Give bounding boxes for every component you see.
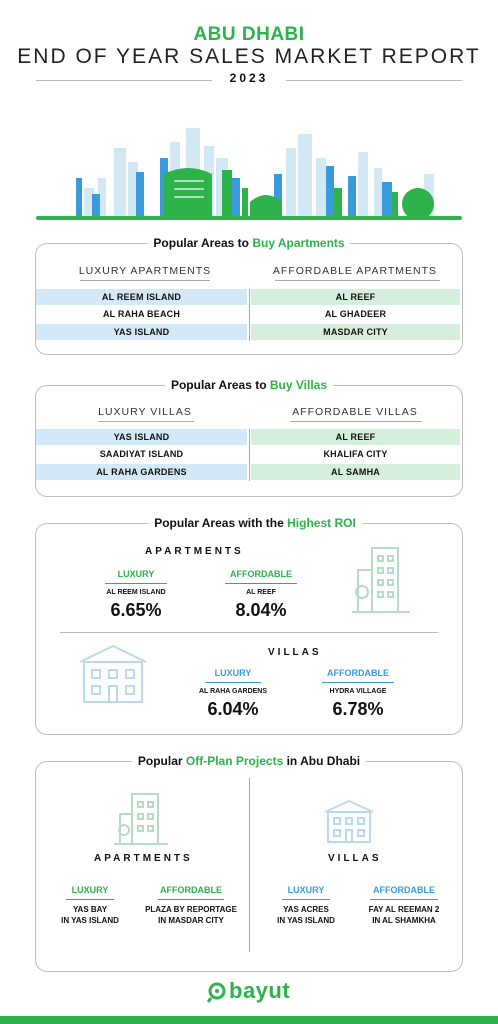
affordable-apartments-underline <box>275 280 440 281</box>
apartment-building-icon <box>114 793 168 845</box>
roi-villas-label: VILLAS <box>268 647 322 658</box>
luxury-villas-underline <box>98 421 194 422</box>
panel-off-plan-title: Popular Off-Plan Projects in Abu Dhabi <box>131 754 367 768</box>
roi-apt-luxury-tag: LUXURY <box>117 569 155 579</box>
header-title: END OF YEAR SALES MARKET REPORT <box>17 45 481 68</box>
list-item: AL REEF <box>251 289 460 305</box>
skyline-illustration <box>36 128 462 220</box>
list-item: AL GHADEER <box>324 309 387 319</box>
roi-villa-affordable-area: HYDRA VILLAGE <box>329 688 387 695</box>
off-plan-villa-affordable-underline <box>370 899 438 900</box>
header-divider-left <box>36 80 212 81</box>
roi-apt-luxury-value: 6.65% <box>110 600 162 620</box>
off-plan-apt-luxury-project: YAS BAY IN YAS ISLAND <box>61 905 119 925</box>
list-item: YAS ISLAND <box>36 429 247 445</box>
roi-apartments-label: APARTMENTS <box>145 546 244 557</box>
roi-apt-affordable-value: 8.04% <box>235 600 287 620</box>
list-item: AL SAMHA <box>251 464 460 480</box>
off-plan-villa-luxury-tag: LUXURY <box>287 885 325 895</box>
roi-villa-affordable-tag: AFFORDABLE <box>327 668 389 678</box>
roi-divider <box>60 632 438 633</box>
affordable-villas-header: AFFORDABLE VILLAS <box>292 406 418 418</box>
list-item: MASDAR CITY <box>251 324 460 340</box>
luxury-apartments-underline <box>80 280 210 281</box>
off-plan-villa-luxury-project: YAS ACRES IN YAS ISLAND <box>277 905 335 925</box>
villa-house-icon <box>79 644 147 703</box>
off-plan-apt-affordable-tag: AFFORDABLE <box>160 885 222 895</box>
off-plan-divider <box>249 778 250 952</box>
roi-apt-affordable-tag: AFFORDABLE <box>230 569 292 579</box>
roi-apt-affordable-area: AL REEF <box>246 589 276 596</box>
roi-villa-affordable-value: 6.78% <box>332 699 384 719</box>
list-item: SAADIYAT ISLAND <box>99 449 184 459</box>
panel-divider <box>249 429 250 481</box>
panel-highest-roi-title: Popular Areas with the Highest ROI <box>148 516 362 530</box>
off-plan-villa-affordable-project: FAY AL REEMAN 2 IN AL SHAMKHA <box>368 905 440 925</box>
off-plan-villas-label: VILLAS <box>328 853 382 864</box>
roi-apt-luxury-area: AL REEM ISLAND <box>106 589 166 596</box>
luxury-apartments-header: LUXURY APARTMENTS <box>78 265 212 277</box>
roi-villa-affordable-underline <box>322 682 394 683</box>
panel-divider <box>249 289 250 341</box>
list-item: AL RAHA BEACH <box>102 309 181 319</box>
off-plan-apt-affordable-project: PLAZA BY REPORTAGE IN MASDAR CITY <box>145 905 237 925</box>
list-item: AL REEF <box>251 429 460 445</box>
apartment-building-icon <box>352 547 410 613</box>
list-item: YAS ISLAND <box>36 324 247 340</box>
villa-house-icon <box>324 799 374 843</box>
roi-apt-luxury-underline <box>105 583 167 584</box>
list-item: AL RAHA GARDENS <box>36 464 247 480</box>
bayut-logo-text: bayut <box>229 978 291 1003</box>
off-plan-apt-luxury-tag: LUXURY <box>71 885 109 895</box>
roi-villa-luxury-area: AL RAHA GARDENS <box>198 688 268 695</box>
roi-villa-luxury-underline <box>205 682 261 683</box>
roi-villa-luxury-tag: LUXURY <box>214 668 252 678</box>
panel-buy-apartments-title: Popular Areas to Buy Apartments <box>147 236 351 250</box>
off-plan-villa-luxury-underline <box>282 899 330 900</box>
off-plan-apartments-label: APARTMENTS <box>94 853 193 864</box>
luxury-villas-header: LUXURY VILLAS <box>98 406 192 418</box>
roi-villa-luxury-value: 6.04% <box>207 699 259 719</box>
header-divider-right <box>286 80 462 81</box>
header-year: 2023 <box>229 71 269 85</box>
bottom-accent-bar <box>0 1016 498 1024</box>
off-plan-apt-luxury-underline <box>66 899 114 900</box>
roi-apt-affordable-underline <box>225 583 297 584</box>
bayut-logo-icon <box>206 982 226 1003</box>
affordable-apartments-header: AFFORDABLE APARTMENTS <box>272 265 438 277</box>
list-item: AL REEM ISLAND <box>36 289 247 305</box>
off-plan-apt-affordable-underline <box>158 899 224 900</box>
list-item: KHALIFA CITY <box>323 449 388 459</box>
panel-buy-villas-title: Popular Areas to Buy Villas <box>164 378 334 392</box>
off-plan-villa-affordable-tag: AFFORDABLE <box>373 885 435 895</box>
affordable-villas-underline <box>290 421 422 422</box>
header-city: ABU DHABI <box>193 24 305 45</box>
